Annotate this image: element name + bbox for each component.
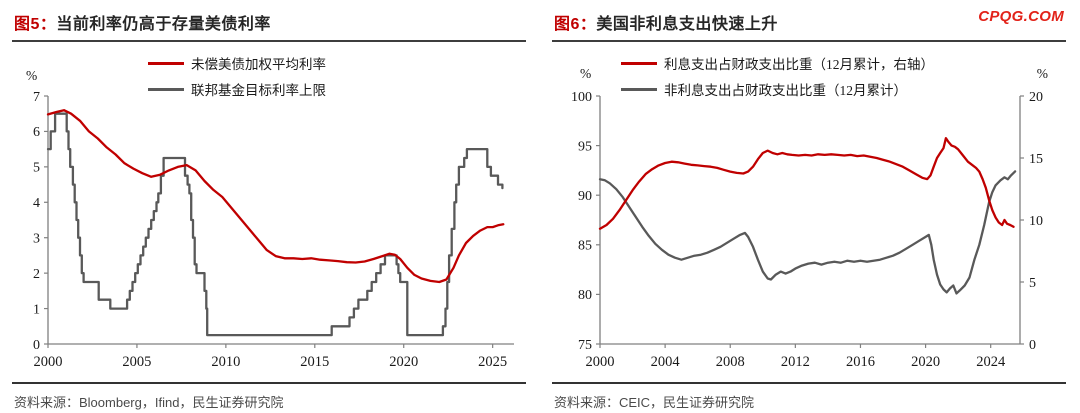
svg-text:95: 95 (578, 139, 592, 154)
svg-text:7: 7 (33, 90, 40, 105)
svg-text:5: 5 (33, 161, 40, 176)
legend-label: 联邦基金目标利率上限 (191, 83, 326, 98)
figure5-line-chart: 0 1 2 3 4 5 6 7 2000 2005 2010 2015 2020 2025 (33, 90, 514, 370)
svg-text:10: 10 (1029, 214, 1043, 229)
svg-text:80: 80 (578, 288, 592, 303)
svg-text:2000: 2000 (586, 354, 615, 370)
svg-text:2010: 2010 (211, 354, 240, 370)
svg-text:2005: 2005 (122, 354, 151, 370)
legend-label: 非利息支出占财政支出比重（12月累计） (664, 83, 907, 98)
svg-text:2000: 2000 (34, 354, 63, 370)
legend-label: 未偿美债加权平均利率 (191, 57, 326, 72)
cpqg-logo: CPQG.COM (978, 8, 1064, 25)
figure5-legend: 未偿美债加权平均利率 联邦基金目标利率上限 (148, 50, 326, 102)
figure6-title-text: 美国非利息支出快速上升 (596, 16, 778, 33)
svg-text:0: 0 (33, 338, 40, 353)
svg-text:1: 1 (33, 302, 40, 317)
svg-text:15: 15 (1029, 152, 1043, 167)
svg-text:90: 90 (578, 189, 592, 204)
svg-text:2024: 2024 (976, 354, 1006, 370)
svg-text:4: 4 (33, 196, 40, 211)
figure6-source-note: 资料来源：CEIC，民生证券研究院 (552, 382, 1066, 411)
figure6-right-axis-unit: % (1036, 66, 1048, 81)
legend-item: 非利息支出占财政支出比重（12月累计） (621, 76, 934, 102)
figure6-number: 图6： (554, 16, 597, 33)
svg-text:2015: 2015 (300, 354, 329, 370)
figure6-left-axis-unit: % (580, 66, 592, 81)
figure5-left-axis-unit: % (26, 68, 38, 83)
svg-text:5: 5 (1029, 276, 1036, 291)
figure6-legend: 利息支出占财政支出比重（12月累计，右轴） 非利息支出占财政支出比重（12月累计… (621, 50, 934, 102)
svg-text:2025: 2025 (478, 354, 507, 370)
svg-text:2008: 2008 (716, 354, 745, 370)
figure6-line-chart: 75 80 85 90 95 100 0 5 10 15 20 2000 2004 2008 2012 201… (571, 90, 1043, 370)
legend-item: 未偿美债加权平均利率 (148, 50, 326, 76)
red-line-swatch-icon (148, 61, 184, 65)
red-line-swatch-icon (621, 61, 657, 65)
figure6-panel: 图6：美国非利息支出快速上升 % % 利息支出占财政支出比重（12月累计，右轴）… (540, 0, 1080, 413)
figure5-panel: 图5：当前利率仍高于存量美债利率 % 未偿美债加权平均利率 联邦基金目标利率上限… (12, 6, 526, 411)
svg-text:100: 100 (571, 90, 592, 105)
svg-text:3: 3 (33, 232, 40, 247)
figure5-number: 图5： (14, 16, 57, 33)
svg-text:75: 75 (578, 338, 592, 353)
figure6-title: 图6：美国非利息支出快速上升 (552, 6, 1066, 42)
svg-text:2020: 2020 (389, 354, 418, 370)
svg-text:20: 20 (1029, 90, 1043, 105)
gray-line-swatch-icon (621, 87, 657, 91)
svg-text:0: 0 (1029, 338, 1036, 353)
svg-text:2012: 2012 (781, 354, 810, 370)
figure6-chart-area: % % 利息支出占财政支出比重（12月累计，右轴） 非利息支出占财政支出比重（1… (552, 42, 1066, 382)
svg-text:2004: 2004 (651, 354, 681, 370)
svg-text:2016: 2016 (846, 354, 875, 370)
legend-item: 利息支出占财政支出比重（12月累计，右轴） (621, 50, 934, 76)
figure5-chart-area: % 未偿美债加权平均利率 联邦基金目标利率上限 0 1 2 3 4 5 6 7 2000 2005… (12, 42, 526, 382)
gray-line-swatch-icon (148, 87, 184, 91)
figure5-source-note: 资料来源：Bloomberg，Ifind，民生证券研究院 (12, 382, 526, 411)
figure5-title: 图5：当前利率仍高于存量美债利率 (12, 6, 526, 42)
svg-text:2: 2 (33, 267, 40, 282)
figure5-title-text: 当前利率仍高于存量美债利率 (56, 16, 271, 33)
legend-label: 利息支出占财政支出比重（12月累计，右轴） (664, 57, 934, 72)
svg-text:85: 85 (578, 239, 592, 254)
svg-text:2020: 2020 (911, 354, 940, 370)
legend-item: 联邦基金目标利率上限 (148, 76, 326, 102)
svg-text:6: 6 (33, 125, 40, 140)
